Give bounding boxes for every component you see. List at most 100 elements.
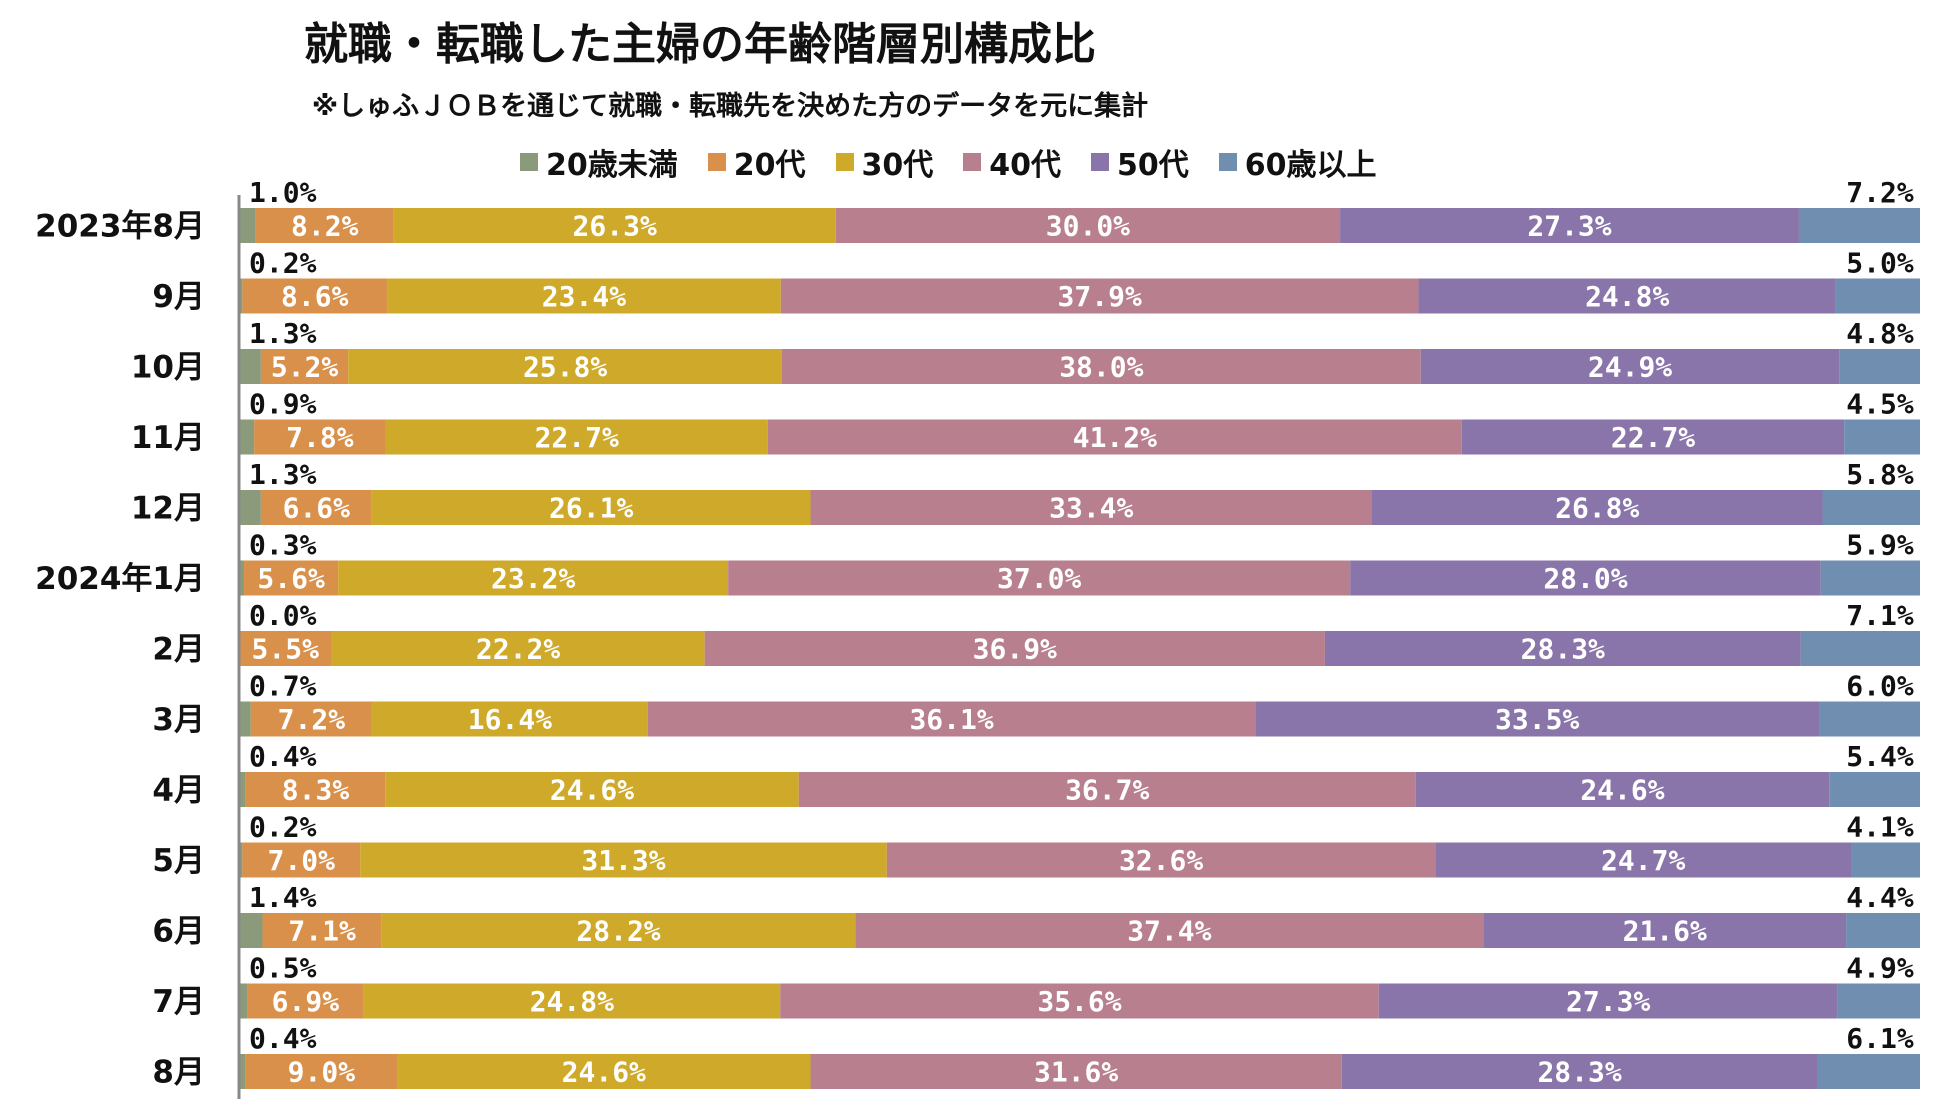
data-label: 0.2% bbox=[249, 811, 317, 844]
bar-segment bbox=[1851, 842, 1920, 878]
data-label: 22.2% bbox=[476, 633, 560, 666]
category-label: 2月 bbox=[152, 632, 205, 668]
data-label: 24.6% bbox=[562, 1056, 646, 1089]
legend-label: 20歳未満 bbox=[546, 148, 678, 183]
bar-segment bbox=[1820, 560, 1920, 596]
category-label: 10月 bbox=[131, 350, 205, 386]
data-label: 26.1% bbox=[549, 492, 633, 525]
bar-segment bbox=[239, 1054, 246, 1089]
category-label: 4月 bbox=[152, 773, 205, 809]
bar-segment bbox=[855, 913, 1484, 948]
bar-segment bbox=[393, 208, 836, 243]
data-label: 5.5% bbox=[252, 633, 320, 666]
data-label: 5.0% bbox=[1846, 247, 1914, 280]
bar-segment bbox=[250, 701, 372, 737]
data-label: 37.0% bbox=[997, 562, 1081, 595]
data-label: 31.3% bbox=[581, 844, 665, 877]
data-label: 0.3% bbox=[249, 529, 317, 562]
data-label: 24.9% bbox=[1588, 351, 1672, 384]
data-label: 6.0% bbox=[1846, 670, 1914, 703]
data-label: 26.3% bbox=[573, 210, 657, 243]
legend-item-60plus: 60歳以上 bbox=[1218, 140, 1377, 184]
bar-segment bbox=[1324, 631, 1801, 666]
bar-segment bbox=[1817, 1054, 1920, 1089]
category-label: 7月 bbox=[152, 984, 205, 1020]
data-label: 24.6% bbox=[1580, 774, 1664, 807]
bar-segment bbox=[239, 983, 248, 1019]
legend-swatch bbox=[520, 153, 538, 171]
bar-segment bbox=[1844, 419, 1920, 455]
bar-segment bbox=[255, 208, 394, 243]
bar-segment bbox=[397, 1054, 811, 1089]
data-label: 4.5% bbox=[1846, 388, 1914, 421]
bar-segment bbox=[1798, 208, 1920, 243]
bar-segment bbox=[1835, 278, 1920, 314]
legend: 20歳未満 20代 30代 40代 50代 60歳以上 bbox=[520, 140, 1377, 184]
data-label: 6.9% bbox=[272, 985, 340, 1018]
data-label: 5.6% bbox=[257, 562, 325, 595]
bar-segment bbox=[1435, 842, 1852, 878]
legend-swatch bbox=[1218, 153, 1237, 171]
data-label: 35.6% bbox=[1037, 985, 1121, 1018]
data-label: 36.9% bbox=[973, 633, 1057, 666]
bar-segment bbox=[1255, 701, 1820, 737]
bar-segment bbox=[387, 278, 781, 314]
data-label: 28.3% bbox=[1521, 633, 1605, 666]
data-label: 24.8% bbox=[530, 985, 614, 1018]
bar-segment bbox=[1371, 490, 1823, 525]
bar-segment bbox=[239, 419, 255, 455]
legend-swatch bbox=[1091, 153, 1109, 171]
bar-segment bbox=[781, 349, 1421, 384]
data-label: 9.0% bbox=[288, 1056, 356, 1089]
bar-segment bbox=[360, 842, 887, 878]
data-label: 27.3% bbox=[1566, 985, 1650, 1018]
bar-segment bbox=[242, 278, 388, 314]
category-label: 11月 bbox=[131, 420, 205, 456]
data-label: 28.0% bbox=[1543, 562, 1627, 595]
data-label: 22.7% bbox=[535, 421, 619, 454]
bar-segment bbox=[1350, 560, 1821, 596]
data-label: 6.6% bbox=[283, 492, 351, 525]
data-label: 7.2% bbox=[278, 703, 346, 736]
bar-segment bbox=[239, 560, 245, 596]
data-label: 0.5% bbox=[249, 952, 317, 985]
bar-segment bbox=[338, 560, 729, 596]
data-label: 37.4% bbox=[1127, 915, 1211, 948]
legend-item-under20: 20歳未満 bbox=[520, 140, 678, 184]
data-label: 32.6% bbox=[1119, 844, 1203, 877]
data-label: 41.2% bbox=[1073, 421, 1157, 454]
bar-segment bbox=[363, 983, 781, 1019]
data-label: 36.1% bbox=[909, 703, 993, 736]
bar-segment bbox=[1829, 772, 1920, 807]
category-label: 3月 bbox=[152, 702, 205, 738]
data-label: 24.6% bbox=[550, 774, 634, 807]
data-label: 28.2% bbox=[576, 915, 660, 948]
bar-segment bbox=[381, 913, 856, 948]
category-label: 6月 bbox=[152, 914, 205, 950]
legend-label: 50代 bbox=[1117, 148, 1189, 183]
bar-segment bbox=[1483, 913, 1847, 948]
bar-segment bbox=[1418, 278, 1836, 314]
bar-segment bbox=[239, 631, 332, 666]
category-label: 8月 bbox=[152, 1055, 205, 1091]
data-label: 7.2% bbox=[1846, 176, 1914, 209]
bar-segment bbox=[728, 560, 1351, 596]
bar-segment bbox=[385, 772, 799, 807]
bar-segment bbox=[1340, 208, 1799, 243]
data-label: 23.2% bbox=[491, 562, 575, 595]
bar-segment bbox=[1461, 419, 1845, 455]
data-label: 16.4% bbox=[468, 703, 552, 736]
bar-segment bbox=[239, 913, 263, 948]
bar-segment bbox=[704, 631, 1325, 666]
bar-segment bbox=[835, 208, 1341, 243]
data-label: 24.8% bbox=[1585, 280, 1669, 313]
bar-segment bbox=[780, 983, 1379, 1019]
bar-segment bbox=[1819, 701, 1920, 737]
bar-segment bbox=[239, 490, 261, 525]
data-label: 7.1% bbox=[288, 915, 356, 948]
data-label: 0.9% bbox=[249, 388, 317, 421]
data-label: 5.4% bbox=[1846, 740, 1914, 773]
bar-segment bbox=[254, 419, 386, 455]
legend-swatch bbox=[963, 153, 982, 171]
